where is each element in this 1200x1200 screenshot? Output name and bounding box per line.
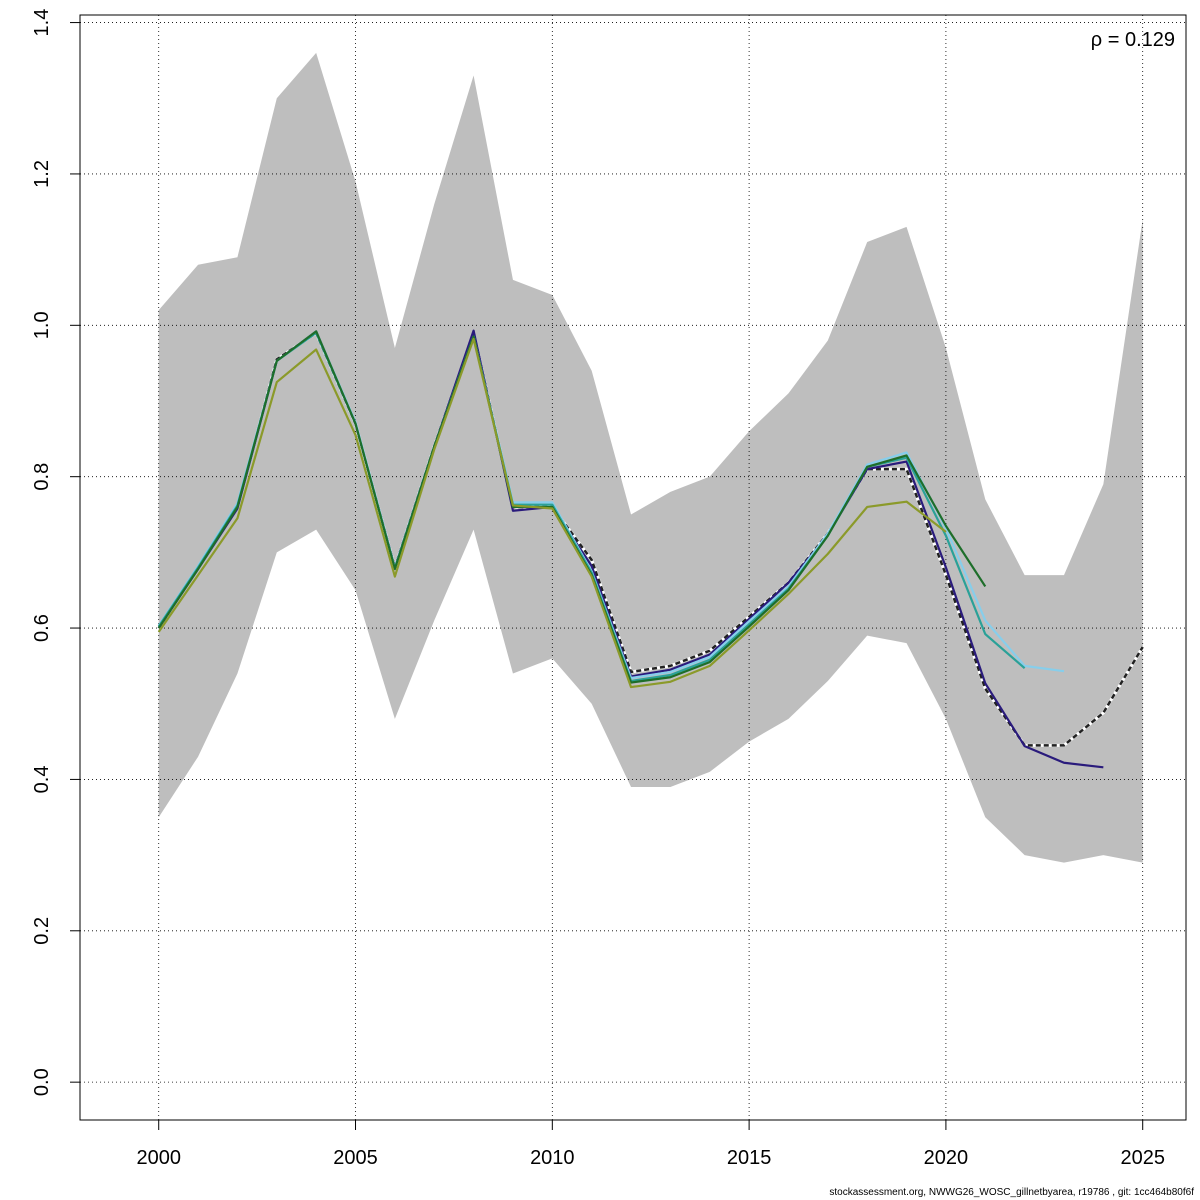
footer-text: stockassessment.org, NWWG26_WOSC_gillnet… xyxy=(829,1187,1194,1198)
x-tick-label: 2025 xyxy=(1120,1147,1165,1169)
y-tick-label: 0.2 xyxy=(31,917,53,945)
y-tick-label: 1.0 xyxy=(31,311,53,339)
x-tick-label: 2005 xyxy=(333,1147,378,1169)
x-tick-label: 2010 xyxy=(530,1147,575,1169)
x-tick-label: 2000 xyxy=(136,1147,181,1169)
confidence-band xyxy=(158,52,1143,863)
y-tick-label: 1.2 xyxy=(31,160,53,188)
rho-annotation: ρ = 0.129 xyxy=(1091,29,1175,51)
series-layer xyxy=(157,329,1144,769)
confidence-band-layer xyxy=(158,52,1143,863)
rho-value: = 0.129 xyxy=(1102,29,1175,51)
y-tick-label: 0.8 xyxy=(31,463,53,491)
series-line xyxy=(157,337,947,689)
x-tick-label: 2020 xyxy=(924,1147,969,1169)
rho-symbol: ρ xyxy=(1091,29,1102,51)
y-tick-label: 0.6 xyxy=(31,614,53,642)
y-tick-label: 0.0 xyxy=(31,1068,53,1096)
x-tick-label: 2015 xyxy=(727,1147,772,1169)
axis-layer: 2000 2005 2010 2015 2020 2025 0.0 0.2 0.4 0.6 0.8 1… xyxy=(31,9,1165,1169)
y-tick-label: 0.4 xyxy=(31,766,53,794)
y-tick-label: 1.4 xyxy=(31,9,53,37)
